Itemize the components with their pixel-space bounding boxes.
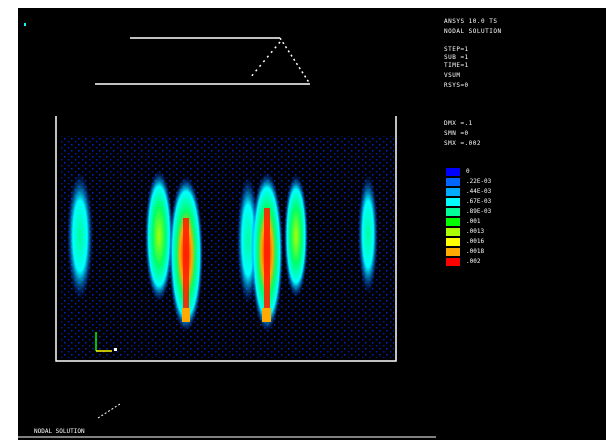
lower-dash xyxy=(97,403,121,419)
legend-label: .89E-03 xyxy=(466,208,492,215)
velocity-column xyxy=(145,170,173,302)
velocity-column xyxy=(284,174,308,298)
legend-swatch xyxy=(446,208,460,216)
legend-label: .001 xyxy=(466,218,481,225)
info-line: NODAL SOLUTION xyxy=(444,28,502,35)
legend-swatch xyxy=(446,218,460,226)
hopper-outline xyxy=(95,37,311,85)
legend-label: .0013 xyxy=(466,228,485,235)
legend-label: .0018 xyxy=(466,248,485,255)
footer-label: NODAL SOLUTION xyxy=(34,428,85,435)
info-line: TIME=1 xyxy=(444,62,469,69)
axis-triad xyxy=(95,332,117,352)
legend-swatch xyxy=(446,198,460,206)
container-outline xyxy=(55,116,397,362)
legend-label: .22E-03 xyxy=(466,178,492,185)
info-panel: ANSYS 10.0 TS NODAL SOLUTION STEP=1 SUB … xyxy=(436,8,606,440)
legend-label: .002 xyxy=(466,258,481,265)
info-line: SUB =1 xyxy=(444,54,469,61)
legend-swatch xyxy=(446,248,460,256)
velocity-columns xyxy=(67,170,378,332)
legend-swatch xyxy=(446,188,460,196)
info-line: RSYS=0 xyxy=(444,82,469,89)
velocity-column xyxy=(358,174,378,294)
graphics-viewport[interactable]: NODAL SOLUTION xyxy=(18,8,436,440)
plot-canvas xyxy=(18,23,436,438)
legend-label: .0016 xyxy=(466,238,485,245)
info-line: SMN =0 xyxy=(444,130,469,137)
viewport-marker xyxy=(24,23,26,26)
legend-label: .44E-03 xyxy=(466,188,492,195)
info-line: ANSYS 10.0 TS xyxy=(444,18,498,25)
legend-label: .67E-03 xyxy=(466,198,492,205)
legend-label: 0 xyxy=(466,168,470,175)
legend-swatch xyxy=(446,178,460,186)
info-line: DMX =.1 xyxy=(444,120,473,127)
particle-field xyxy=(60,136,394,358)
legend-swatch xyxy=(446,258,460,266)
legend-swatch xyxy=(446,168,460,176)
legend-swatch xyxy=(446,228,460,236)
velocity-column xyxy=(67,172,93,300)
info-line: SMX =.002 xyxy=(444,140,482,147)
info-line: VSUM xyxy=(444,72,461,79)
info-line: STEP=1 xyxy=(444,46,469,53)
legend-swatch xyxy=(446,238,460,246)
